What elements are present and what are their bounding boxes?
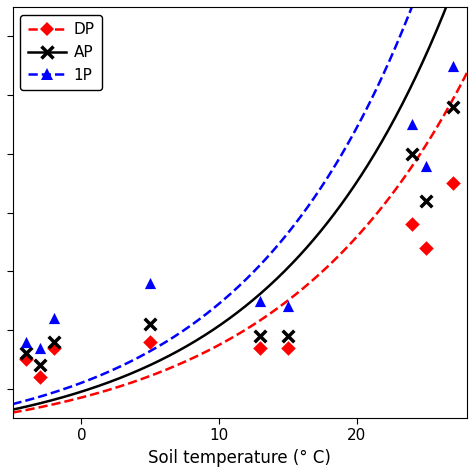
Point (256, 297, 264, 304)
Point (449, 179, 457, 187)
Point (449, 62, 457, 70)
Point (408, 150, 416, 157)
Point (146, 320, 154, 328)
Point (146, 338, 154, 346)
Point (256, 332, 264, 340)
Point (449, 103, 457, 110)
Point (36, 373, 44, 381)
Point (50, 338, 58, 346)
Point (284, 344, 292, 351)
Point (422, 244, 429, 252)
Point (22, 350, 30, 357)
Point (36, 344, 44, 351)
Point (256, 344, 264, 351)
Point (422, 197, 429, 205)
X-axis label: Soil temperature (° C): Soil temperature (° C) (148, 449, 331, 467)
Point (408, 220, 416, 228)
Point (22, 338, 30, 346)
Point (284, 332, 292, 340)
Point (22, 356, 30, 363)
Point (50, 344, 58, 351)
Point (422, 162, 429, 169)
Point (36, 362, 44, 369)
Point (50, 314, 58, 322)
Point (408, 120, 416, 128)
Point (284, 303, 292, 310)
Point (146, 279, 154, 287)
Legend: DP, AP, 1P: DP, AP, 1P (20, 15, 102, 90)
